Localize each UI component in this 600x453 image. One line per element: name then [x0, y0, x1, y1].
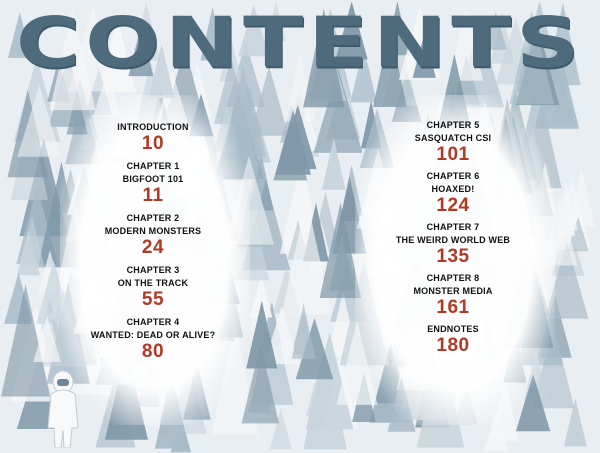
- tree-shape: [17, 85, 61, 157]
- entry-title: BIGFOOT 101: [122, 174, 184, 184]
- toc-entry-chapter-3[interactable]: CHAPTER 3 ON THE TRACK 55: [118, 264, 188, 310]
- toc-entry-chapter-8[interactable]: CHAPTER 8 MONSTER MEDIA 161: [413, 272, 492, 318]
- right-panel-glow: [355, 95, 555, 425]
- entry-chapter: CHAPTER 5: [426, 120, 480, 130]
- tree-shape: [313, 68, 363, 153]
- tree-shape: [544, 242, 589, 319]
- tree-shape: [246, 300, 278, 369]
- tree-shape: [200, 7, 225, 61]
- tree-shape: [412, 34, 436, 78]
- tree-shape: [1, 284, 51, 397]
- toc-entry-chapter-6[interactable]: CHAPTER 6 HOAXED! 124: [427, 170, 480, 216]
- tree-shape: [483, 410, 509, 451]
- tree-shape: [19, 215, 45, 268]
- entry-title: ENDNOTES: [427, 324, 479, 334]
- tree-shape: [249, 66, 289, 136]
- entry-page: 124: [436, 195, 470, 216]
- entry-title: THE WEIRD WORLD WEB: [395, 235, 511, 245]
- yeti-icon: [47, 370, 79, 448]
- entry-title: MODERN MONSTERS: [104, 226, 202, 236]
- entry-chapter: CHAPTER 8: [426, 273, 480, 283]
- toc-entry-endnotes[interactable]: ENDNOTES 180: [427, 323, 479, 356]
- tree-shape: [33, 315, 61, 362]
- entry-page: 24: [141, 237, 165, 258]
- entry-title: HOAXED!: [431, 184, 475, 194]
- tree-shape: [305, 332, 354, 430]
- tree-shape: [270, 408, 292, 450]
- toc-right-column: CHAPTER 5 SASQUATCH CSI 101 CHAPTER 6 HO…: [353, 119, 553, 361]
- entry-chapter: CHAPTER 7: [426, 222, 480, 232]
- entry-page: 55: [141, 289, 165, 310]
- page-title: CONTENTS: [15, 1, 585, 84]
- tree-shape: [49, 7, 96, 111]
- tree-shape: [484, 12, 508, 50]
- toc-entry-introduction[interactable]: INTRODUCTION 10: [117, 121, 188, 154]
- entry-page: 180: [436, 335, 470, 356]
- entry-title: MONSTER MEDIA: [413, 286, 493, 296]
- toc-entry-chapter-7[interactable]: CHAPTER 7 THE WEIRD WORLD WEB 135: [396, 221, 510, 267]
- entry-title: INTRODUCTION: [117, 122, 189, 132]
- entry-page: 11: [142, 185, 164, 206]
- toc-entry-chapter-2[interactable]: CHAPTER 2 MODERN MONSTERS 24: [105, 212, 202, 258]
- tree-shape: [238, 4, 270, 57]
- entry-chapter: CHAPTER 1: [126, 161, 180, 171]
- entry-chapter: CHAPTER 4: [126, 317, 180, 327]
- entry-title: WANTED: DEAD OR ALIVE?: [90, 330, 216, 340]
- tree-shape: [448, 6, 484, 81]
- tree-shape: [350, 47, 378, 103]
- toc-entry-chapter-5[interactable]: CHAPTER 5 SASQUATCH CSI 101: [415, 119, 491, 165]
- tree-shape: [295, 318, 334, 380]
- toc-entry-chapter-4[interactable]: CHAPTER 4 WANTED: DEAD OR ALIVE? 80: [91, 316, 216, 362]
- entry-page: 135: [436, 246, 470, 267]
- toc-entry-chapter-1[interactable]: CHAPTER 1 BIGFOOT 101 11: [123, 160, 184, 206]
- tree-shape: [509, 10, 555, 105]
- entry-title: ON THE TRACK: [117, 278, 189, 288]
- tree-shape: [321, 137, 346, 190]
- tree-shape: [275, 109, 311, 175]
- tree-shape: [563, 398, 587, 447]
- entry-page: 80: [141, 341, 165, 362]
- tree-shape: [148, 43, 175, 99]
- entry-chapter: CHAPTER 6: [426, 171, 480, 181]
- tree-shape: [291, 303, 316, 359]
- tree-shape: [567, 216, 589, 252]
- tree-shape: [335, 1, 368, 60]
- entry-page: 101: [436, 144, 470, 165]
- tree-shape: [241, 344, 280, 424]
- tree-shape: [105, 21, 128, 60]
- toc-left-column: INTRODUCTION 10 CHAPTER 1 BIGFOOT 101 11…: [53, 121, 253, 368]
- entry-chapter: CHAPTER 3: [126, 265, 180, 275]
- tree-shape: [8, 12, 32, 58]
- tree-shape: [303, 8, 345, 108]
- tree-shape: [319, 202, 362, 298]
- tree-shape: [265, 1, 286, 42]
- entry-chapter: CHAPTER 2: [126, 213, 180, 223]
- left-panel-glow: [60, 95, 250, 425]
- entry-page: 10: [141, 133, 165, 154]
- entry-page: 161: [436, 297, 470, 318]
- tree-shape: [128, 27, 154, 77]
- tree-shape: [373, 27, 407, 107]
- entry-title: SASQUATCH CSI: [414, 133, 492, 143]
- tree-shape: [281, 197, 332, 315]
